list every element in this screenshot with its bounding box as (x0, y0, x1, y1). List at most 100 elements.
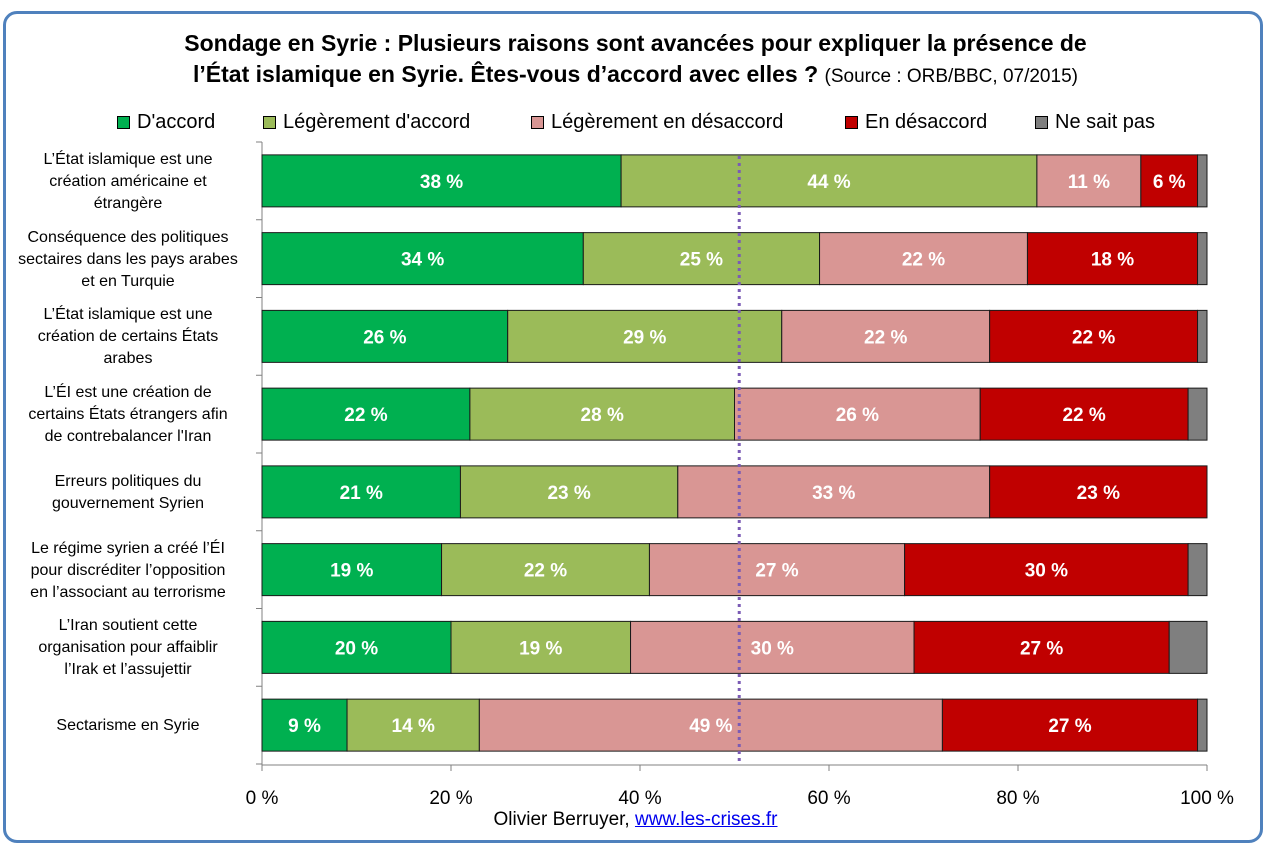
x-tick-label: 80 % (996, 788, 1039, 809)
bar-segment (261, 387, 471, 441)
legend-label: Légèrement en désaccord (551, 111, 784, 133)
bar-value-label: 38 % (420, 172, 463, 193)
bar-value-label: 49 % (689, 716, 732, 737)
category-label: L’Iran soutient cette organisation pour a… (38, 617, 218, 679)
bar-segment (630, 620, 915, 674)
bar-segment (620, 154, 1038, 208)
bar-segment (781, 309, 991, 363)
bar-value-label: 29 % (623, 327, 666, 348)
bar-segment (582, 232, 821, 286)
bar-segment (1026, 232, 1199, 286)
chart-legend: D'accord Légèrement d'accord Légèrement en… (0, 111, 1271, 135)
legend-swatch (1035, 116, 1048, 129)
legend-swatch (845, 116, 858, 129)
x-tick-label: 0 % (246, 788, 279, 809)
legend-swatch (531, 116, 544, 129)
bar-value-label: 19 % (519, 638, 562, 659)
bar-value-label: 22 % (344, 405, 387, 426)
bar-value-label: 44 % (807, 172, 850, 193)
category-label: L’ÉI est une création de certains États é… (28, 384, 228, 446)
legend-swatch (117, 116, 130, 129)
footer: Olivier Berruyer, www.les-crises.fr (0, 809, 1271, 831)
bar-value-label: 6 % (1153, 172, 1186, 193)
bar-value-label: 23 % (547, 483, 590, 504)
bar-segment (459, 465, 679, 519)
bar-segment (507, 309, 783, 363)
bar-segment (1187, 543, 1208, 597)
bar-segment (1197, 232, 1208, 286)
bar-segment (913, 620, 1170, 674)
category-label: Erreurs politiques du gouvernement Syrien (51, 472, 205, 512)
bar-value-label: 14 % (392, 716, 435, 737)
legend-item: D'accord (117, 111, 215, 134)
bar-segment (1197, 309, 1208, 363)
bar-segment (441, 543, 650, 597)
bar-value-label: 9 % (288, 716, 321, 737)
bar-segment (261, 309, 509, 363)
bar-value-label: 22 % (864, 327, 907, 348)
bar-segment (1168, 620, 1208, 674)
bar-value-label: 30 % (1025, 561, 1068, 582)
bar-value-label: 33 % (812, 483, 855, 504)
bar-value-label: 27 % (755, 561, 798, 582)
legend-item: Légèrement d'accord (263, 111, 470, 134)
legend-item: Légèrement en désaccord (531, 111, 783, 134)
category-label: L’État islamique est une création américa… (43, 150, 213, 212)
x-tick-label: 60 % (807, 788, 850, 809)
bar-value-label: 21 % (340, 483, 383, 504)
legend-label: Ne sait pas (1055, 111, 1156, 133)
bar-value-label: 26 % (836, 405, 879, 426)
x-tick-label: 20 % (429, 788, 472, 809)
bar-segment (677, 465, 991, 519)
bar-segment (261, 465, 461, 519)
bar-value-label: 22 % (1072, 327, 1115, 348)
title-line-2: l’État islamique en Syrie. Êtes-vous d’a… (193, 61, 819, 87)
bar-segment (1036, 154, 1142, 208)
legend-swatch (263, 116, 276, 129)
footer-author: Olivier Berruyer, (493, 809, 630, 830)
bar-segment (478, 698, 943, 752)
bar-value-label: 26 % (363, 327, 406, 348)
x-tick-label: 40 % (618, 788, 661, 809)
bar-segment (450, 620, 632, 674)
bar-segment (819, 232, 1028, 286)
x-tick-label: 100 % (1180, 788, 1234, 809)
bar-segment (1197, 154, 1208, 208)
bar-value-label: 18 % (1091, 250, 1134, 271)
legend-item: Ne sait pas (1035, 111, 1155, 134)
legend-label: En désaccord (865, 111, 988, 133)
category-label: Sectarisme en Syrie (56, 717, 200, 735)
category-label: Conséquence des politiques sectaires dans… (18, 228, 238, 290)
bar-segment (904, 543, 1189, 597)
bar-segment (1140, 154, 1199, 208)
bar-value-label: 30 % (751, 638, 794, 659)
title-line-1: Sondage en Syrie : Plusieurs raisons son… (184, 30, 1087, 56)
bar-value-label: 19 % (330, 561, 373, 582)
legend-item: En désaccord (845, 111, 987, 134)
category-label: Le régime syrien a créé l’ÉI pour discréd… (30, 539, 226, 601)
bar-value-label: 20 % (335, 638, 378, 659)
bar-value-label: 25 % (680, 250, 723, 271)
footer-link[interactable]: www.les-crises.fr (634, 809, 778, 830)
bar-segment (979, 387, 1189, 441)
bar-value-label: 23 % (1077, 483, 1120, 504)
bar-value-label: 27 % (1020, 638, 1063, 659)
bar-segment (941, 698, 1199, 752)
legend-label: D'accord (137, 111, 216, 133)
bar-segment (1187, 387, 1208, 441)
chart-source: (Source : ORB/BBC, 07/2015) (824, 66, 1078, 87)
bar-segment (261, 232, 584, 286)
bar-value-label: 11 % (1068, 172, 1110, 193)
bar-segment (989, 465, 1208, 519)
bar-segment (346, 698, 480, 752)
bar-segment (734, 387, 981, 441)
bar-segment (648, 543, 906, 597)
bar-segment (261, 543, 443, 597)
bar-value-label: 22 % (1062, 405, 1105, 426)
chart-title: Sondage en Syrie : Plusieurs raisons son… (0, 28, 1271, 92)
bar-value-label: 34 % (401, 250, 444, 271)
bar-value-label: 22 % (902, 250, 945, 271)
category-label: L’État islamique est une création de cert… (37, 306, 219, 368)
bar-value-label: 22 % (524, 561, 567, 582)
